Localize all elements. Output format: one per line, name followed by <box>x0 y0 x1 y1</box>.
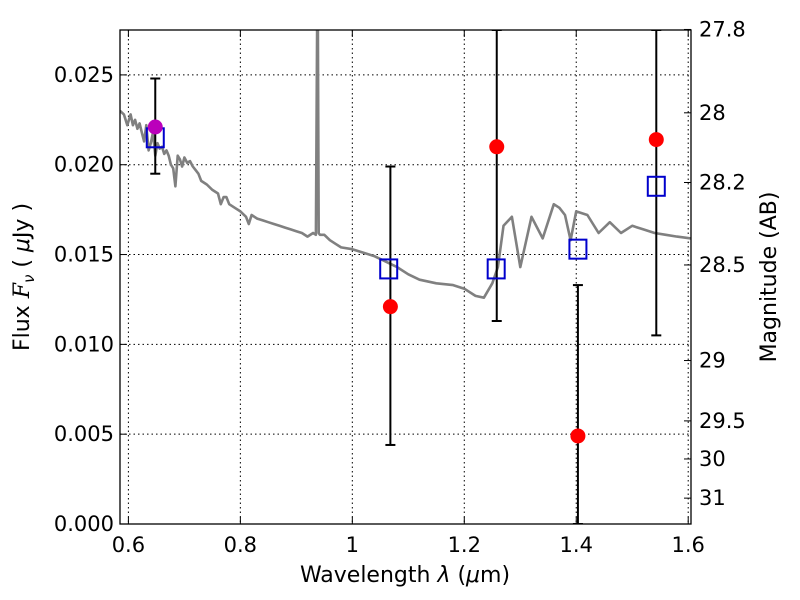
series-layer <box>120 30 691 524</box>
y-axis-label-mid: ( <box>10 252 35 275</box>
ticks: 0.6 0.8 1 1.2 1.4 1.6 0.000 0.005 0.010 0.015 0.02… <box>54 17 746 557</box>
y-tick-label-0: 0.000 <box>54 512 114 536</box>
y2-tick-label-1: 28 <box>699 101 726 125</box>
observed-point-0 <box>147 119 163 135</box>
model-square-1 <box>379 258 399 280</box>
model-square-2 <box>486 258 506 280</box>
x-axis-label-prefix: Wavelength <box>300 563 438 588</box>
x-tick-label-2: 1 <box>346 533 359 557</box>
y2-axis-label: Magnitude (AB) <box>757 192 782 363</box>
plot-frame <box>119 29 692 525</box>
x-axis-label-mid: ( <box>450 563 466 588</box>
model-square-4 <box>646 175 666 197</box>
y2-tick-label-2: 28.2 <box>699 171 746 195</box>
y-tick-label-4: 0.020 <box>54 153 114 177</box>
y2-tick-label-3: 28.5 <box>699 253 746 277</box>
y-tick-label-2: 0.010 <box>54 332 114 356</box>
observed-point-2 <box>489 139 505 155</box>
y-axis-label: Flux Fν ( μJy ) <box>10 203 38 351</box>
y2-tick-label-0: 27.8 <box>699 17 746 41</box>
y-tick-label-1: 0.005 <box>54 422 114 446</box>
y-axis-label-unit: Jy ) <box>10 203 35 240</box>
observed-point-3 <box>570 428 586 444</box>
y-tick-label-5: 0.025 <box>54 63 114 87</box>
observed-point-4 <box>648 132 664 148</box>
plot-background <box>120 30 691 524</box>
y-axis-label-mu: μ <box>10 238 35 253</box>
x-axis-label-lambda: λ <box>436 563 450 588</box>
observed-point-1 <box>382 299 398 315</box>
y-axis-label-var: F <box>10 282 35 299</box>
y2-tick-label-7: 31 <box>699 486 726 510</box>
x-tick-label-5: 1.6 <box>671 533 704 557</box>
x-tick-label-1: 0.8 <box>224 533 257 557</box>
x-tick-label-3: 1.2 <box>448 533 481 557</box>
y-axis-label-sub: ν <box>20 275 38 283</box>
x-axis-label: Wavelength λ (μm) <box>300 563 510 588</box>
y-axis-label-prefix: Flux <box>10 298 35 351</box>
x-tick-label-0: 0.6 <box>112 533 145 557</box>
model-square-3 <box>568 238 588 260</box>
x-axis-label-mu: μ <box>465 563 480 588</box>
y2-tick-label-5: 29.5 <box>699 409 746 433</box>
x-tick-label-4: 1.4 <box>560 533 593 557</box>
x-axis-label-unit: m) <box>480 563 510 588</box>
y-tick-label-3: 0.015 <box>54 243 114 267</box>
y2-tick-label-4: 29 <box>699 349 726 373</box>
y2-tick-label-6: 30 <box>699 447 726 471</box>
